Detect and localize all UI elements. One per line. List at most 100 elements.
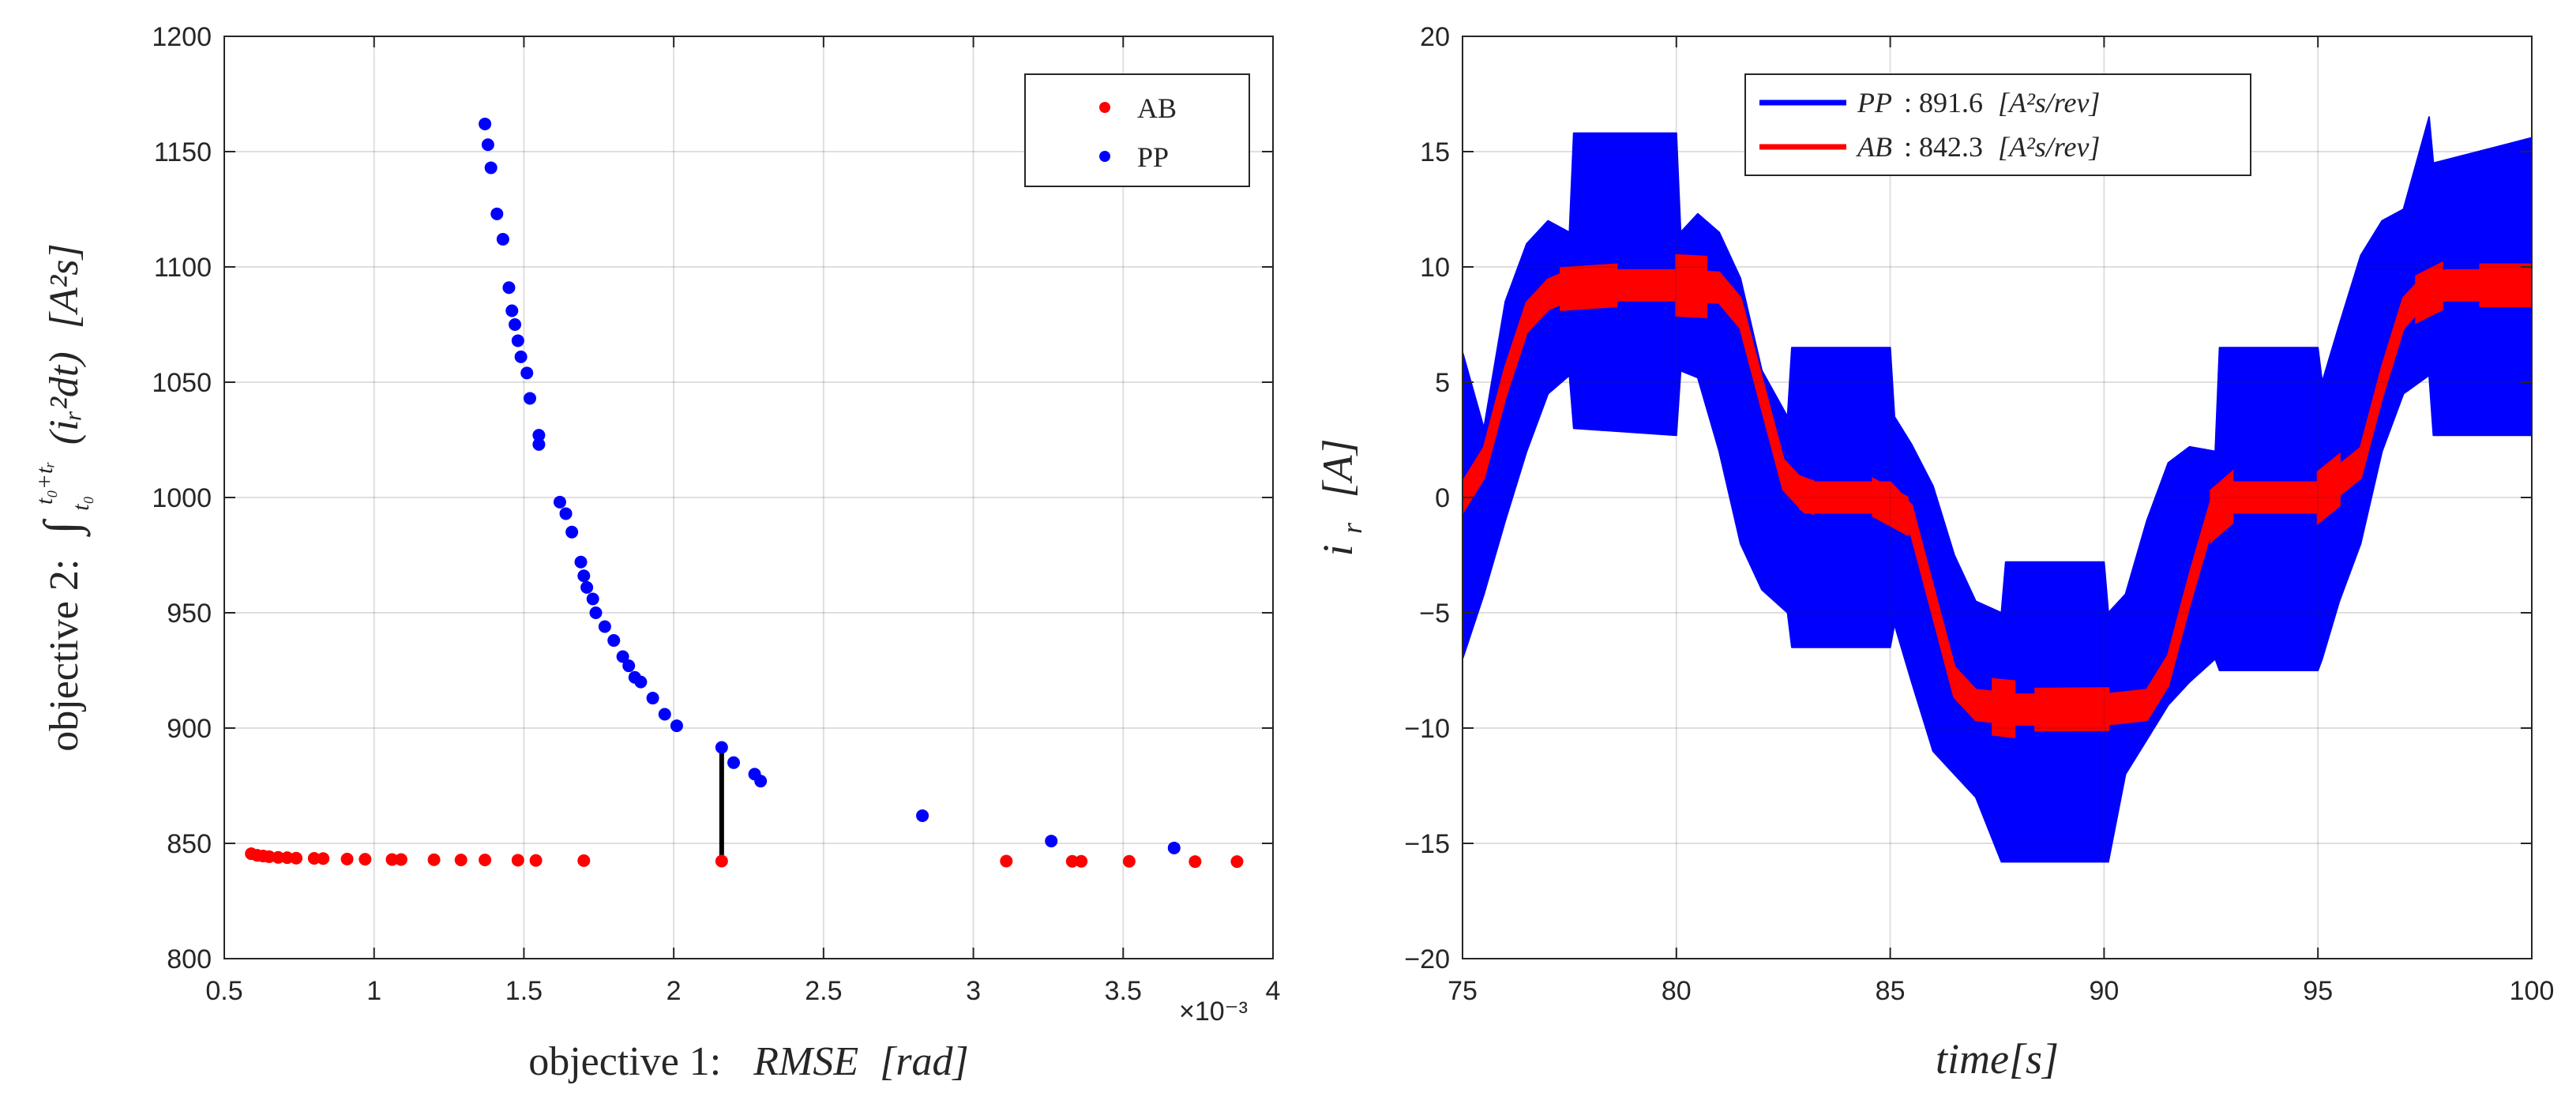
point-pp	[616, 650, 629, 663]
point-pp	[553, 495, 566, 509]
point-ab	[359, 853, 372, 866]
current-x-tick-label: 90	[2089, 976, 2119, 1006]
scatter-x-tick-label: 0.5	[205, 976, 242, 1006]
point-pp	[622, 659, 636, 673]
scatter-x-tick-label: 3.5	[1105, 976, 1142, 1006]
series-layer	[1463, 116, 2532, 863]
x-exponent-label: ×10⁻³	[1179, 997, 1248, 1027]
legend-symbol-pp: PP	[1857, 87, 1892, 118]
point-pp	[481, 138, 494, 152]
ab-ripple-burst	[2316, 452, 2341, 526]
svg-text:i r [A]: i r [A]	[1314, 438, 1371, 556]
current-y-tick-label: 0	[1435, 483, 1450, 513]
point-ab	[479, 854, 492, 867]
current-y-tick-label: 5	[1435, 368, 1450, 398]
y-tick-labels: 800 850 900 950 1000 1050 1100 1150 1200	[152, 22, 212, 974]
point-pp	[754, 775, 768, 788]
point-pp	[715, 741, 728, 754]
current-x-tick-label: 85	[1876, 976, 1906, 1006]
current-y-tick-label: 10	[1420, 253, 1450, 283]
point-pp	[496, 232, 509, 246]
point-pp	[532, 437, 546, 451]
scatter-y-tick-label: 850	[167, 829, 212, 859]
ab-ripple-burst	[1872, 477, 1909, 537]
current-y-tick-label: 15	[1420, 137, 1450, 167]
point-pp	[1167, 841, 1181, 854]
scatter-x-tick-label: 3	[966, 976, 981, 1006]
x-axis-label: time[s]	[1936, 1035, 2059, 1083]
y-axis-label-integral-lower: t₀	[68, 496, 94, 511]
ab-ripple-burst	[2034, 687, 2110, 732]
point-ab	[280, 851, 294, 865]
point-pp	[574, 555, 588, 569]
x-axis-label-unit: [rad]	[880, 1039, 969, 1084]
y-axis-label-symbol: i	[1314, 545, 1361, 557]
point-ab	[290, 851, 303, 865]
point-ab	[394, 853, 407, 866]
point-ab	[1065, 854, 1079, 868]
x-axis-label-quantity: RMSE	[753, 1039, 858, 1084]
point-ab	[577, 854, 591, 867]
point-pp	[658, 708, 671, 721]
current-y-tick-label: 20	[1420, 22, 1450, 52]
point-pp	[598, 620, 611, 633]
point-ab	[272, 850, 285, 864]
point-pp	[607, 634, 621, 648]
point-ab	[454, 854, 468, 867]
svg-text:objective 2: ∫: objective 2: ∫ t₀ t₀+tᵣ (iᵣ²dt) [A²s]	[17, 243, 98, 752]
point-ab	[1122, 854, 1136, 868]
point-ab	[340, 852, 354, 865]
point-pp	[514, 350, 528, 363]
current-time-chart: 75 80 85 90 95 100 −20 −15 −10 −5 0 5 10 15 20 time[s…	[1314, 22, 2554, 1083]
ab-ripple-burst	[2479, 263, 2532, 308]
point-pp	[727, 756, 741, 769]
y-axis-label: i r [A]	[1314, 438, 1371, 556]
point-ab	[1075, 854, 1088, 868]
legend-label-ab: AB	[1137, 92, 1177, 124]
point-pp	[565, 525, 579, 539]
point-ab	[715, 854, 728, 868]
point-pp	[502, 281, 516, 295]
y-axis-label: objective 2: ∫ t₀ t₀+tᵣ (iᵣ²dt) [A²s]	[17, 243, 98, 752]
ab-ripple-burst	[1992, 678, 2016, 738]
scatter-points	[245, 117, 1244, 869]
x-tick-labels: 0.5 1 1.5 2 2.5 3 3.5 4	[205, 976, 1280, 1006]
point-ab	[262, 850, 276, 863]
scatter-x-tick-label: 2.5	[805, 976, 842, 1006]
ab-ripple-burst	[1799, 475, 1815, 516]
legend-unit-pp: [A²s/rev]	[1998, 87, 2100, 118]
current-x-tick-label: 75	[1448, 976, 1478, 1006]
pareto-scatter-chart: 0.5 1 1.5 2 2.5 3 3.5 4 800 850 900 950 1000 1050 110…	[17, 22, 1280, 1084]
point-pp	[580, 580, 594, 594]
scatter-x-tick-label: 4	[1266, 976, 1281, 1006]
x-axis-label: objective 1: RMSE [rad]	[528, 1039, 969, 1084]
current-y-tick-label: −5	[1419, 599, 1450, 629]
scatter-y-tick-label: 1200	[152, 22, 212, 52]
legend-value-pp: : 891.6	[1904, 87, 1983, 118]
scatter-y-tick-label: 1150	[154, 137, 212, 167]
scatter-y-tick-label: 900	[167, 714, 212, 744]
y-tick-labels: −20 −15 −10 −5 0 5 10 15 20	[1404, 22, 1450, 974]
point-pp	[479, 117, 492, 130]
point-pp	[490, 207, 504, 220]
point-pp	[524, 392, 537, 405]
point-pp	[670, 719, 683, 733]
scatter-y-tick-label: 800	[167, 944, 212, 974]
point-pp	[520, 366, 534, 380]
y-axis-label-sub: r	[1336, 522, 1368, 534]
scatter-y-tick-label: 1000	[152, 483, 212, 513]
current-y-tick-label: −10	[1404, 714, 1450, 744]
current-x-tick-label: 95	[2303, 976, 2333, 1006]
y-axis-label-unit: [A²s]	[42, 243, 87, 328]
current-x-tick-label: 100	[2510, 976, 2555, 1006]
ab-ripple-burst	[1675, 253, 1708, 318]
y-axis-label-unit: [A]	[1314, 438, 1361, 497]
legend-marker-ab	[1099, 102, 1110, 113]
legend-label-pp: PP	[1137, 141, 1169, 173]
legend: PP : 891.6 [A²s/rev] AB : 842.3 [A²s/rev…	[1744, 73, 2251, 176]
point-pp	[589, 606, 603, 619]
legend-label-pp: PP : 891.6 [A²s/rev]	[1857, 87, 2100, 118]
point-pp	[916, 809, 929, 822]
scatter-y-tick-label: 1050	[152, 368, 212, 398]
x-tick-labels: 75 80 85 90 95 100	[1448, 976, 2554, 1006]
